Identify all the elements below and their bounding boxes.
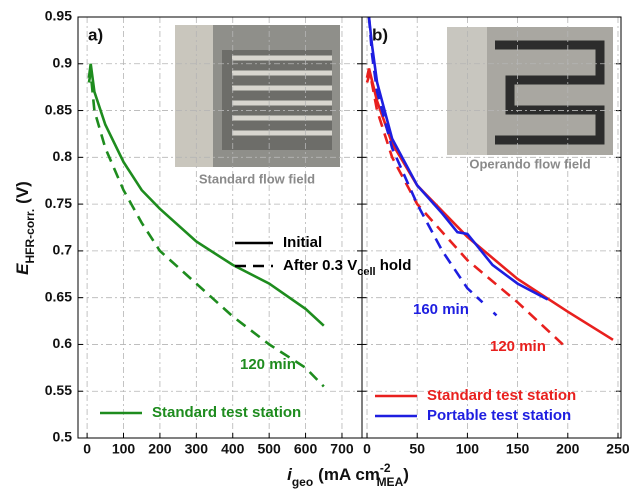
x-tick-label: 700 (330, 441, 354, 457)
x-tick-label: 0 (363, 441, 371, 457)
panel: 0.5 0.55 0.6 0.65 0.7 0.75 0.8 0.85 0.9 0.95 0 100 2… (45, 8, 412, 457)
legend-text: After 0.3 V (283, 257, 357, 274)
x-label-end: ) (403, 465, 409, 484)
legend-label: Standard test station (427, 387, 576, 404)
x-label-main: i (287, 465, 293, 484)
legend-text: hold (376, 257, 412, 274)
panel: 0 50 100 150 200 250 b) Operando flow field Stan… (361, 16, 629, 457)
x-tick-label: 250 (606, 441, 629, 457)
x-tick-label: 100 (112, 441, 136, 457)
annotation: 120 min (490, 338, 546, 355)
x-tick-label: 100 (456, 441, 480, 457)
y-tick-label: 0.8 (53, 148, 73, 164)
x-label-sub: geo (292, 475, 313, 489)
photo-caption: Standard flow field (199, 171, 315, 186)
x-label-unit: (mA cm (318, 465, 380, 484)
x-label-sup: -2 (380, 461, 391, 475)
panel-label: b) (372, 25, 388, 44)
y-tick-label: 0.95 (45, 8, 72, 24)
annotation: 160 min (413, 301, 469, 318)
x-tick-label: 150 (506, 441, 530, 457)
photo-standard (175, 25, 340, 167)
x-tick-label: 200 (556, 441, 580, 457)
x-tick-label: 0 (83, 441, 91, 457)
photo-caption: Operando flow field (469, 156, 590, 171)
data-line (87, 63, 325, 327)
y-label-main: E (13, 263, 32, 275)
y-tick-label: 0.55 (45, 382, 72, 398)
y-tick-label: 0.6 (53, 335, 73, 351)
y-tick-label: 0.75 (45, 195, 72, 211)
photo-operando (447, 27, 613, 155)
y-tick-label: 0.85 (45, 101, 72, 117)
y-label-sub: HFR-corr. (23, 209, 37, 264)
x-axis-label: igeo (mA cm-2 MEA) (287, 461, 409, 489)
data-line (365, 72, 564, 346)
legend-label: After 0.3 Vcell hold (283, 257, 411, 278)
legend-label: Initial (283, 234, 322, 251)
x-tick-label: 200 (148, 441, 172, 457)
data-line (87, 72, 325, 388)
annotation: 120 min (240, 356, 296, 373)
legend-label: Portable test station (427, 407, 571, 424)
x-tick-label: 300 (185, 441, 209, 457)
x-label-sub2: MEA (377, 475, 404, 489)
legend-sub: cell (357, 266, 375, 278)
x-tick-label: 500 (257, 441, 281, 457)
x-tick-label: 600 (294, 441, 318, 457)
y-tick-label: 0.9 (53, 54, 73, 70)
y-label-space: (V) (13, 181, 32, 204)
y-tick-label: 0.65 (45, 288, 72, 304)
legend-text: Initial (283, 234, 322, 251)
y-axis-label: EHFR-corr. (V) (13, 181, 37, 275)
panel-label: a) (88, 25, 103, 44)
plot-frame (361, 16, 622, 439)
y-tick-label: 0.7 (53, 242, 73, 258)
x-tick-label: 400 (221, 441, 245, 457)
y-tick-label: 0.5 (53, 429, 73, 445)
data-line (367, 17, 498, 317)
legend-label: Standard test station (152, 404, 301, 421)
x-tick-label: 50 (409, 441, 425, 457)
